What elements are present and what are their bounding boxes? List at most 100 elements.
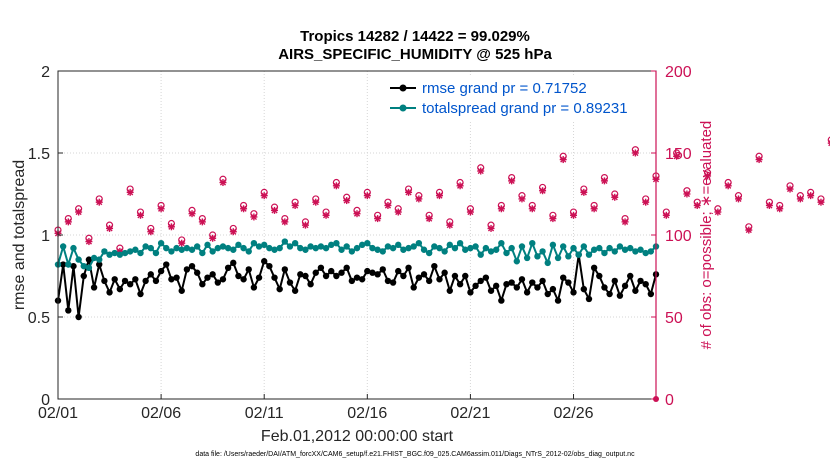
- rmse-point: [395, 267, 402, 275]
- totalspread-point: [168, 248, 175, 255]
- totalspread-point: [627, 244, 634, 252]
- obs-evaluated-marker: [714, 208, 722, 216]
- totalspread-point: [75, 256, 82, 263]
- rmse-point: [513, 284, 521, 291]
- totalspread-point: [534, 253, 541, 260]
- totalspread-point: [513, 258, 521, 265]
- obs-evaluated-marker: [724, 182, 732, 190]
- rmse-point: [163, 261, 170, 268]
- totalspread-point: [601, 249, 608, 257]
- rmse-point: [560, 274, 567, 281]
- totalspread-point: [173, 244, 180, 252]
- totalspread-point: [472, 243, 479, 250]
- legend-label-totalspread: totalspread grand pr = 0.89231: [422, 100, 628, 117]
- totalspread-point: [415, 240, 423, 247]
- x-tick-label: 02/16: [347, 405, 387, 422]
- totalspread-point: [642, 249, 649, 257]
- chart-title-line2: AIRS_SPECIFIC_HUMIDITY @ 525 hPa: [278, 46, 552, 63]
- rmse-point: [255, 274, 263, 281]
- rmse-point: [477, 277, 484, 285]
- totalspread-point: [492, 246, 500, 253]
- legend-box: [383, 75, 651, 121]
- rmse-point: [132, 276, 139, 283]
- rmse-point: [420, 271, 428, 278]
- rmse-point: [462, 272, 469, 280]
- obs-evaluated-marker: [353, 210, 361, 218]
- rmse-point: [333, 272, 340, 280]
- obs-evaluated-marker: [291, 201, 299, 209]
- rmse-point: [75, 313, 82, 321]
- rmse-point: [65, 307, 72, 314]
- rmse-point: [152, 277, 160, 285]
- rmse-point: [508, 279, 515, 286]
- obs-evaluated-marker: [322, 211, 330, 219]
- totalspread-point: [322, 244, 330, 252]
- totalspread-point: [400, 246, 407, 253]
- totalspread-point: [157, 240, 165, 247]
- x-tick-label: 02/26: [553, 405, 593, 422]
- totalspread-point: [96, 256, 103, 263]
- obs-evaluated-marker: [260, 192, 268, 200]
- rmse-point: [209, 271, 216, 278]
- y-tick-label-right: 150: [665, 146, 692, 163]
- totalspread-point: [101, 248, 108, 255]
- rmse-point: [188, 262, 196, 270]
- rmse-point: [193, 269, 201, 276]
- totalspread-point: [549, 241, 557, 249]
- obs-evaluated-marker: [157, 205, 165, 213]
- totalspread-point: [374, 246, 381, 253]
- totalspread-point: [297, 244, 304, 252]
- rmse-point: [286, 279, 294, 286]
- totalspread-point: [199, 249, 206, 257]
- obs-evaluated-marker: [425, 215, 433, 223]
- x-tick-label: 02/21: [450, 405, 490, 422]
- rmse-point: [322, 272, 330, 280]
- totalspread-point: [637, 246, 644, 253]
- y-tick-label-left: 2: [41, 64, 50, 81]
- obs-evaluated-marker: [693, 201, 701, 209]
- rmse-point: [214, 279, 222, 286]
- totalspread-point: [451, 244, 459, 252]
- obs-evaluated-marker: [75, 208, 83, 216]
- rmse-point: [642, 281, 649, 288]
- totalspread-point: [358, 241, 366, 249]
- totalspread-point: [240, 244, 247, 252]
- totalspread-point: [446, 241, 453, 249]
- obs-evaluated-marker: [497, 205, 505, 213]
- rmse-point: [534, 284, 541, 291]
- totalspread-point: [632, 248, 639, 255]
- obs-evaluated-marker: [240, 205, 248, 213]
- rmse-point: [632, 287, 639, 294]
- rmse-point: [647, 290, 655, 298]
- obs-evaluated-marker: [662, 211, 670, 219]
- totalspread-point: [467, 244, 474, 252]
- rmse-point: [358, 276, 366, 283]
- rmse-point: [353, 274, 361, 281]
- rmse-point: [142, 277, 149, 285]
- totalspread-point: [596, 244, 603, 252]
- y-axis-label-left: rmse and totalspread: [11, 160, 28, 310]
- rmse-point: [291, 287, 299, 294]
- obs-evaluated-marker: [271, 206, 279, 214]
- totalspread-point: [565, 253, 572, 260]
- totalspread-point: [487, 248, 495, 255]
- obs-evaluated-marker: [539, 187, 547, 195]
- totalspread-point: [554, 254, 562, 262]
- totalspread-point: [575, 251, 582, 258]
- totalspread-point: [90, 254, 98, 262]
- obs-evaluated-marker: [435, 192, 443, 200]
- totalspread-point: [224, 244, 232, 252]
- obs-evaluated-marker: [786, 185, 794, 193]
- obs-evaluated-marker: [147, 228, 155, 236]
- rmse-point: [539, 277, 546, 285]
- rmse-point: [338, 269, 345, 276]
- rmse-point: [611, 277, 618, 285]
- rmse-point: [90, 284, 98, 291]
- obs-evaluated-marker: [64, 218, 72, 226]
- totalspread-point: [126, 248, 134, 255]
- obs-evaluated-marker: [456, 182, 464, 190]
- totalspread-point: [585, 251, 593, 258]
- data-file-footer: data file: /Users/raeder/DAI/ATM_forcXX/…: [195, 451, 635, 458]
- obs-possible-marker: [827, 136, 830, 144]
- obs-evaluated-marker: [477, 167, 485, 175]
